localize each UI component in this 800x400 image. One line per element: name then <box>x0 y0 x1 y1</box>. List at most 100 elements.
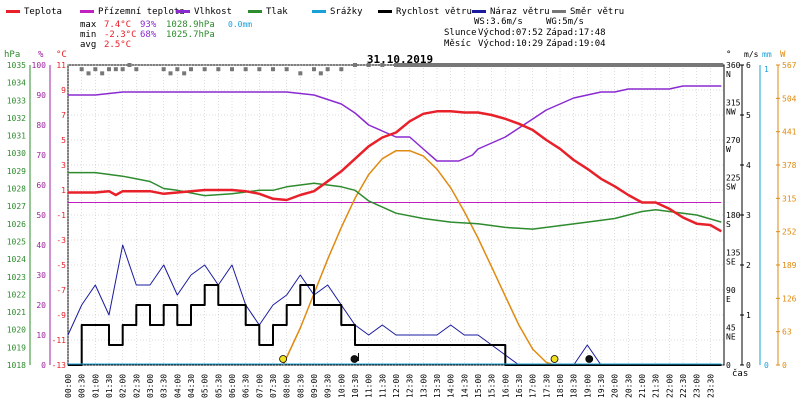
temperature-tick-label: 11 <box>56 61 66 70</box>
legend-item-vlhkost[interactable]: Vlhkost <box>176 7 232 17</box>
direction-tick-name: E <box>726 295 731 304</box>
wind-direction-mark <box>284 67 289 72</box>
x-tick-label: 09:00 <box>310 374 319 398</box>
pressure-tick-label: 1026 <box>7 220 26 229</box>
chart-date: 31.10.2019 <box>367 53 433 66</box>
legend-label: Teplota <box>24 7 62 17</box>
wind-direction-mark <box>243 67 248 72</box>
x-tick-label: 05:30 <box>214 374 223 398</box>
solar-tick-label: 315 <box>782 194 797 203</box>
legend-item-teplota[interactable]: Teplota <box>6 7 62 17</box>
series-teplota <box>68 110 722 233</box>
direction-tick-label: 135 <box>726 249 741 258</box>
wind-direction-mark <box>380 63 385 67</box>
temperature-tick-label: -3 <box>56 236 66 245</box>
series-solar <box>282 149 555 366</box>
stats-min-label: min <box>80 30 96 40</box>
pressure-tick-label: 1020 <box>7 326 26 335</box>
x-tick-label: 15:00 <box>474 374 483 398</box>
x-tick-label: 19:00 <box>583 374 592 398</box>
info-block: WS:3.6m/s WG:5m/s Slunce Východ:07:52 Zá… <box>444 17 606 49</box>
x-axis-label: čas <box>732 368 748 379</box>
temperature-tick-label: -9 <box>56 311 66 320</box>
temperature-tick-label: 5 <box>61 136 66 145</box>
wind-direction-mark <box>318 71 323 76</box>
x-tick-label: 02:30 <box>132 374 141 398</box>
pressure-tick-label: 1018 <box>7 361 26 370</box>
humidity-tick-label: 60 <box>36 181 46 190</box>
x-tick-label: 10:30 <box>351 374 360 398</box>
humidity-tick-label: 80 <box>36 121 46 130</box>
direction-tick-name: S <box>726 220 731 229</box>
x-axis-labels: 00:00 00:30 01:00 01:30 02:00 02:30 03:00 03:30… <box>64 374 715 398</box>
direction-tick-name: N <box>726 70 731 79</box>
wind-direction-mark <box>230 67 234 72</box>
x-tick-label: 10:00 <box>337 374 346 398</box>
legend-swatch <box>248 10 262 13</box>
humidity-unit: % <box>38 50 44 60</box>
legend-swatch <box>176 10 190 13</box>
wind-tick-label: 6 <box>746 61 751 70</box>
pressure-tick-label: 1023 <box>7 273 26 282</box>
x-tick-label: 08:30 <box>296 374 305 398</box>
x-tick-label: 05:00 <box>201 374 210 398</box>
direction-tick-name: NW <box>726 108 736 117</box>
x-tick-label: 13:30 <box>433 374 442 398</box>
wind-direction-mark <box>100 71 105 76</box>
stats-max-press: 1028.9hPa <box>166 20 215 30</box>
legend-swatch <box>472 10 486 13</box>
sun-rise: Východ:07:52 <box>478 28 543 38</box>
pressure-tick-label: 1021 <box>7 308 26 317</box>
legend-swatch <box>312 10 326 13</box>
wind-speed-info: WS:3.6m/s <box>474 17 523 27</box>
wind-direction-mark <box>79 67 84 72</box>
legend-item-smer[interactable]: Směr větru <box>552 7 624 17</box>
x-tick-label: 20:30 <box>624 374 633 398</box>
temperature-tick-label: 7 <box>61 111 66 120</box>
pressure-tick-label: 1025 <box>7 237 26 246</box>
humidity-tick-label: 70 <box>36 151 46 160</box>
x-tick-label: 16:30 <box>515 374 524 398</box>
x-tick-label: 17:00 <box>529 374 538 398</box>
wind-direction-mark <box>175 67 180 72</box>
wind-direction-mark <box>216 67 221 72</box>
temperature-tick-label: 1 <box>61 186 66 195</box>
wind-direction-mark <box>182 71 187 76</box>
legend-item-srazky[interactable]: Srážky <box>312 7 363 17</box>
pressure-tick-label: 1028 <box>7 185 26 194</box>
wind-direction-mark <box>257 67 262 72</box>
legend-item-prizemni[interactable]: Přízemní teplota <box>80 7 185 17</box>
x-tick-label: 07:00 <box>255 374 264 398</box>
temperature-tick-label: 9 <box>61 86 66 95</box>
plot-series <box>67 63 724 366</box>
legend-item-rychlost[interactable]: Rychlost větru <box>378 7 472 17</box>
sun-label: Slunce <box>444 28 477 38</box>
legend-label: Směr větru <box>570 7 624 17</box>
wind-tick-label: 5 <box>746 111 751 120</box>
x-tick-label: 00:00 <box>64 374 73 398</box>
direction-tick-label: 315 <box>726 99 741 108</box>
pressure-tick-label: 1031 <box>7 132 26 141</box>
wind-tick-label: 0 <box>746 361 751 370</box>
x-tick-label: 11:00 <box>365 374 374 398</box>
wind-direction-mark <box>127 63 132 67</box>
x-tick-label: 18:30 <box>570 374 579 398</box>
x-tick-label: 22:00 <box>665 374 674 398</box>
legend-item-tlak[interactable]: Tlak <box>248 7 288 17</box>
pressure-tick-label: 1029 <box>7 167 26 176</box>
legend-item-naraz[interactable]: Náraz větru <box>472 7 550 17</box>
legend-swatch <box>6 10 20 13</box>
temperature-tick-label: -1 <box>56 211 66 220</box>
temperature-unit: °C <box>56 50 67 60</box>
solar-tick-label: 504 <box>782 94 797 103</box>
legend-label: Rychlost větru <box>396 7 472 17</box>
pressure-tick-label: 1030 <box>7 149 26 158</box>
stats-block: max 7.4°C 93% 1028.9hPa 0.0mm min -2.3°C… <box>80 20 252 50</box>
wind-direction-mark <box>325 67 330 72</box>
direction-tick-name: NE <box>726 333 736 342</box>
x-tick-label: 08:00 <box>283 374 292 398</box>
direction-tick-name: SW <box>726 183 736 192</box>
wind-direction-mark <box>168 71 173 76</box>
solar-tick-label: 378 <box>782 161 797 170</box>
